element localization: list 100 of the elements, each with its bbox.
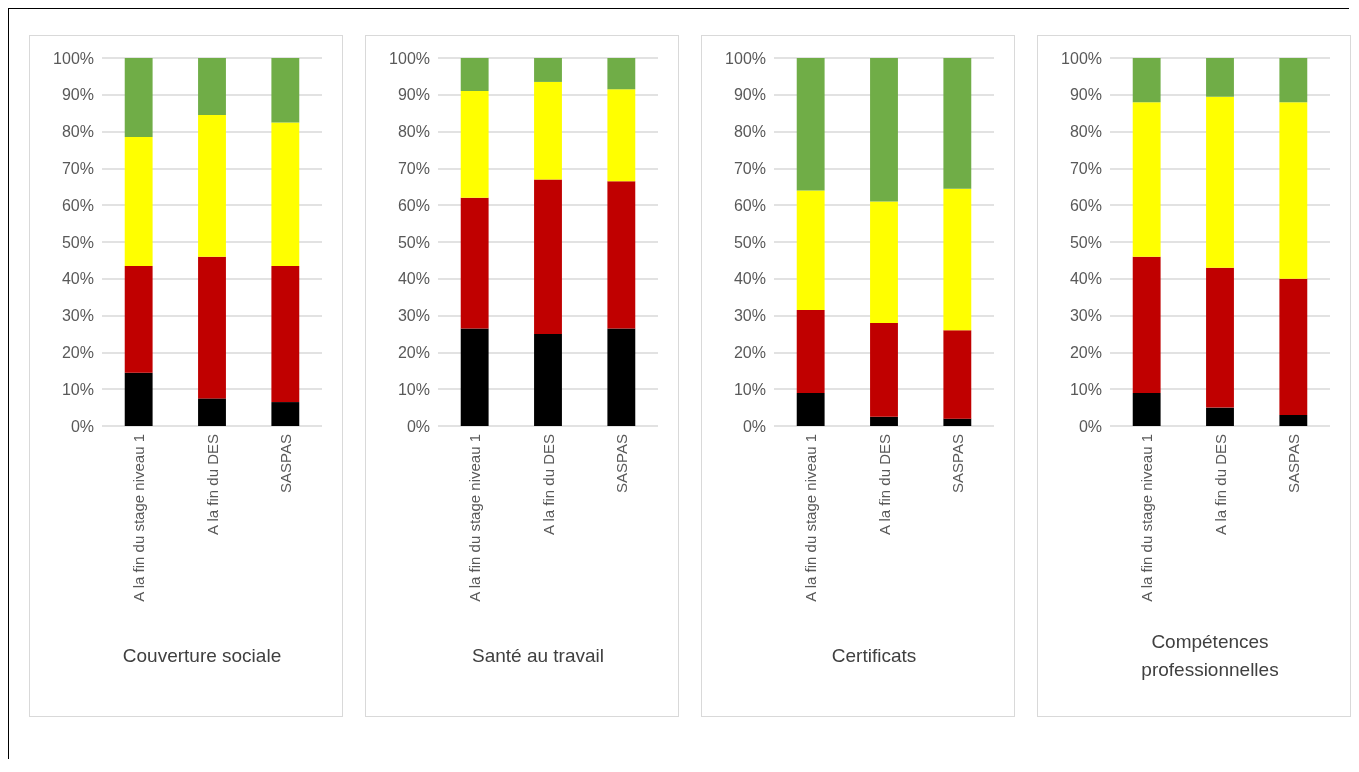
y-tick-label: 10% — [61, 380, 94, 398]
y-tick-label: 90% — [61, 86, 94, 104]
bar — [607, 181, 636, 329]
bar — [1279, 102, 1308, 279]
y-tick-label: 100% — [1061, 49, 1102, 67]
y-tick-label: 100% — [53, 49, 94, 67]
y-tick-label: 30% — [1069, 307, 1102, 325]
bar — [796, 392, 825, 426]
bar — [198, 398, 226, 426]
bar — [943, 188, 972, 331]
bar — [796, 310, 825, 393]
y-tick-label: 10% — [397, 380, 430, 398]
bar — [607, 89, 636, 182]
bar — [1206, 96, 1234, 268]
bar — [198, 115, 226, 257]
bar — [1132, 392, 1161, 426]
bar — [271, 58, 300, 123]
y-tick-label: 90% — [397, 86, 430, 104]
bar — [124, 137, 153, 266]
bar — [534, 179, 562, 334]
bar — [943, 58, 972, 189]
y-tick-label: 40% — [61, 270, 94, 288]
bar — [1206, 58, 1234, 97]
bar — [460, 197, 489, 329]
y-tick-label: 30% — [61, 307, 94, 325]
y-tick-label: 10% — [733, 380, 766, 398]
x-tick-label: A la fin du DES — [539, 434, 557, 535]
bar — [870, 322, 898, 417]
bar — [460, 91, 489, 198]
y-tick-label: 60% — [733, 196, 766, 214]
x-tick-label: A la fin du DES — [203, 434, 221, 535]
bar — [870, 58, 898, 202]
x-axis-title: Santé au travail — [471, 644, 605, 668]
bar — [607, 58, 636, 90]
bar — [124, 372, 153, 426]
y-tick-label: 50% — [61, 233, 94, 251]
bar — [534, 58, 562, 82]
y-tick-label: 60% — [61, 196, 94, 214]
y-tick-label: 0% — [70, 417, 94, 435]
y-tick-label: 40% — [397, 270, 430, 288]
y-tick-label: 40% — [733, 270, 766, 288]
x-axis-title: Certificats — [830, 644, 918, 668]
y-tick-label: 70% — [397, 159, 430, 177]
bar — [1279, 278, 1308, 415]
bar — [1206, 407, 1234, 426]
x-tick-label: A la fin du stage niveau 1 — [802, 434, 820, 602]
x-tick-label: A la fin du DES — [1211, 434, 1229, 535]
bar — [1279, 58, 1308, 103]
x-tick-label: A la fin du stage niveau 1 — [1138, 434, 1156, 602]
bar — [870, 416, 898, 426]
bar — [534, 81, 562, 180]
bar — [460, 328, 489, 426]
y-tick-label: 40% — [1069, 270, 1102, 288]
y-tick-label: 20% — [733, 343, 766, 361]
y-tick-label: 0% — [1078, 417, 1102, 435]
bar — [124, 58, 153, 138]
bar — [796, 58, 825, 191]
y-tick-label: 50% — [397, 233, 430, 251]
x-tick-label: SASPAS — [948, 434, 966, 493]
y-tick-label: 80% — [61, 123, 94, 141]
bar — [870, 201, 898, 323]
x-tick-label: A la fin du stage niveau 1 — [130, 434, 148, 602]
x-tick-label: A la fin du stage niveau 1 — [466, 434, 484, 602]
y-tick-label: 20% — [61, 343, 94, 361]
bar — [271, 265, 300, 403]
x-tick-label: SASPAS — [612, 434, 630, 493]
bar — [534, 334, 562, 426]
y-tick-label: 70% — [1069, 159, 1102, 177]
y-tick-label: 100% — [725, 49, 766, 67]
y-tick-label: 30% — [397, 307, 430, 325]
y-tick-label: 90% — [1069, 86, 1102, 104]
y-tick-label: 100% — [389, 49, 430, 67]
bar — [198, 58, 226, 116]
bar — [271, 402, 300, 426]
bar — [124, 265, 153, 373]
y-tick-label: 30% — [733, 307, 766, 325]
y-tick-label: 70% — [61, 159, 94, 177]
x-tick-label: SASPAS — [276, 434, 294, 493]
bar — [607, 328, 636, 426]
y-tick-label: 0% — [742, 417, 766, 435]
y-tick-label: 60% — [1069, 196, 1102, 214]
bar — [1279, 414, 1308, 426]
y-tick-label: 90% — [733, 86, 766, 104]
bar — [1132, 58, 1161, 103]
bar — [460, 58, 489, 92]
y-tick-label: 50% — [733, 233, 766, 251]
y-tick-label: 50% — [1069, 233, 1102, 251]
y-tick-label: 70% — [733, 159, 766, 177]
y-tick-label: 80% — [397, 123, 430, 141]
bar — [943, 418, 972, 426]
bar — [1206, 267, 1234, 408]
y-tick-label: 20% — [397, 343, 430, 361]
x-axis-title: Couverture sociale — [121, 644, 283, 668]
x-tick-label: A la fin du DES — [875, 434, 893, 535]
y-tick-label: 10% — [1069, 380, 1102, 398]
y-tick-label: 80% — [733, 123, 766, 141]
x-axis-title: Compétences professionnelles — [1140, 630, 1280, 682]
bar — [271, 122, 300, 266]
y-tick-label: 20% — [1069, 343, 1102, 361]
y-tick-label: 80% — [1069, 123, 1102, 141]
